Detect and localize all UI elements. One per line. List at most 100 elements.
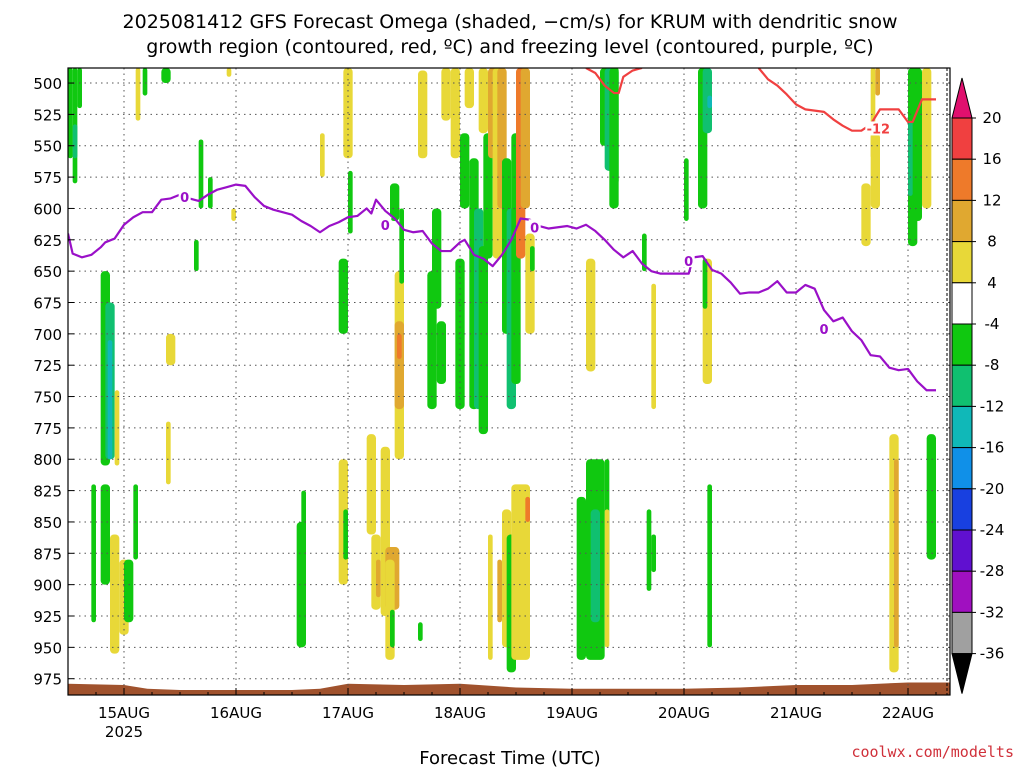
omega-cell [390,609,395,648]
colorbar-band [951,282,973,325]
omega-cell [908,120,913,196]
chart-title-line1: 2025081412 GFS Forecast Omega (shaded, −… [123,11,898,33]
colorbar-band [951,488,973,531]
omega-cell [651,283,656,410]
omega-cell [432,208,442,309]
y-tick-label: 500 [33,75,62,93]
omega-cell [320,133,325,178]
omega-cell [464,68,474,109]
y-tick-label: 650 [33,263,62,281]
colorbar-label: -28 [980,562,1005,580]
omega-cell [110,534,120,654]
gridlines [68,68,950,695]
colorbar-band [951,117,973,160]
plot-area: -12 0 0 0 0 0 [68,68,950,695]
y-tick-label: 775 [33,420,62,438]
credit-text: coolwx.com/modelts [851,743,1014,761]
x-tick-label: 20AUG [658,704,710,722]
omega-cell [399,208,404,284]
x-tick-label: 22AUG [882,704,934,722]
colorbar-top-arrow [951,77,973,119]
y-tick-label: 975 [33,671,62,689]
colorbar-band [951,158,973,201]
y-tick-label: 925 [33,608,62,626]
omega-cell [497,559,502,623]
y-tick-label: 950 [33,639,62,657]
omega-cell [875,68,880,96]
omega-cell [912,68,922,221]
omega-cell [684,158,689,221]
x-axis-title: Forecast Time (UTC) [419,748,600,768]
colorbar-band [951,405,973,449]
freezing-label-bg [379,216,392,231]
omega-cell [590,509,600,623]
omega-cell [520,68,530,209]
y-tick-label: 875 [33,545,62,563]
y-tick-label: 900 [33,577,62,595]
chart-title-line2: growth region (contoured, red, ºC) and f… [146,36,873,58]
omega-cell [397,333,402,359]
omega-cell [114,390,120,466]
omega-cell [870,133,880,209]
omega-cell [642,233,647,272]
omega-cell [576,496,586,660]
colorbar-label: -16 [980,439,1005,457]
omega-cell [390,183,400,221]
freezing-label-bg [682,253,695,268]
colorbar-band [951,199,973,243]
omega-cell [198,139,204,209]
y-tick-label: 675 [33,294,62,312]
x-tick-year: 2025 [105,723,143,741]
colorbar-band [951,529,973,572]
colorbar-label: -12 [980,397,1005,415]
x-tick-label: 18AUG [434,704,486,722]
omega-cell [488,534,493,660]
y-tick-label: 850 [33,514,62,532]
y-tick-label: 750 [33,389,62,407]
omega-cell [142,68,148,96]
omega-cell [436,321,446,385]
omega-cell [450,68,460,159]
omega-cell [922,68,932,209]
colorbar-label: 4 [987,274,997,292]
colorbar: 20 16 12 8 4 -4 -8 -12 -16 -20 -24 -28 -32 -36 [951,77,1005,694]
freezing-contour-label: 0 [530,221,539,236]
colorbar-band [951,323,973,366]
omega-cell [418,70,428,159]
dgz-label-bg [865,121,892,136]
omega-cell [135,68,141,121]
y-tick-label: 550 [33,138,62,156]
colorbar-label: -4 [985,315,1000,333]
omega-cell [231,208,236,221]
omega-cell [525,496,530,522]
omega-cell [100,484,110,585]
colorbar-label: 12 [982,191,1001,209]
colorbar-band [951,611,973,655]
colorbar-label: -8 [985,356,1000,374]
omega-cell [441,68,451,121]
plot-frame [67,67,951,696]
colorbar-band [951,447,973,490]
terrain-layer [68,682,950,695]
colorbar-label: -36 [980,645,1005,663]
dgz-contour-line [757,68,936,132]
omega-cell [107,340,113,460]
omega-cell [376,559,381,598]
y-tick-label: 625 [33,232,62,250]
x-tick-label: 17AUG [322,704,374,722]
omega-cell [894,459,899,648]
colorbar-band [951,570,973,613]
omega-cell [460,133,470,209]
x-tick-label: 16AUG [210,704,262,722]
omega-cell [348,170,353,234]
freezing-label-bg [818,320,830,335]
omega-cell [614,68,619,184]
freezing-label-bg [178,189,191,204]
omega-cell [124,559,134,623]
y-tick-label: 825 [33,483,62,501]
omega-cell [194,239,199,272]
freezing-level-line [68,183,936,392]
freezing-contour-label: 0 [684,255,693,270]
omega-cell [707,484,712,648]
omega-cell [166,333,176,366]
